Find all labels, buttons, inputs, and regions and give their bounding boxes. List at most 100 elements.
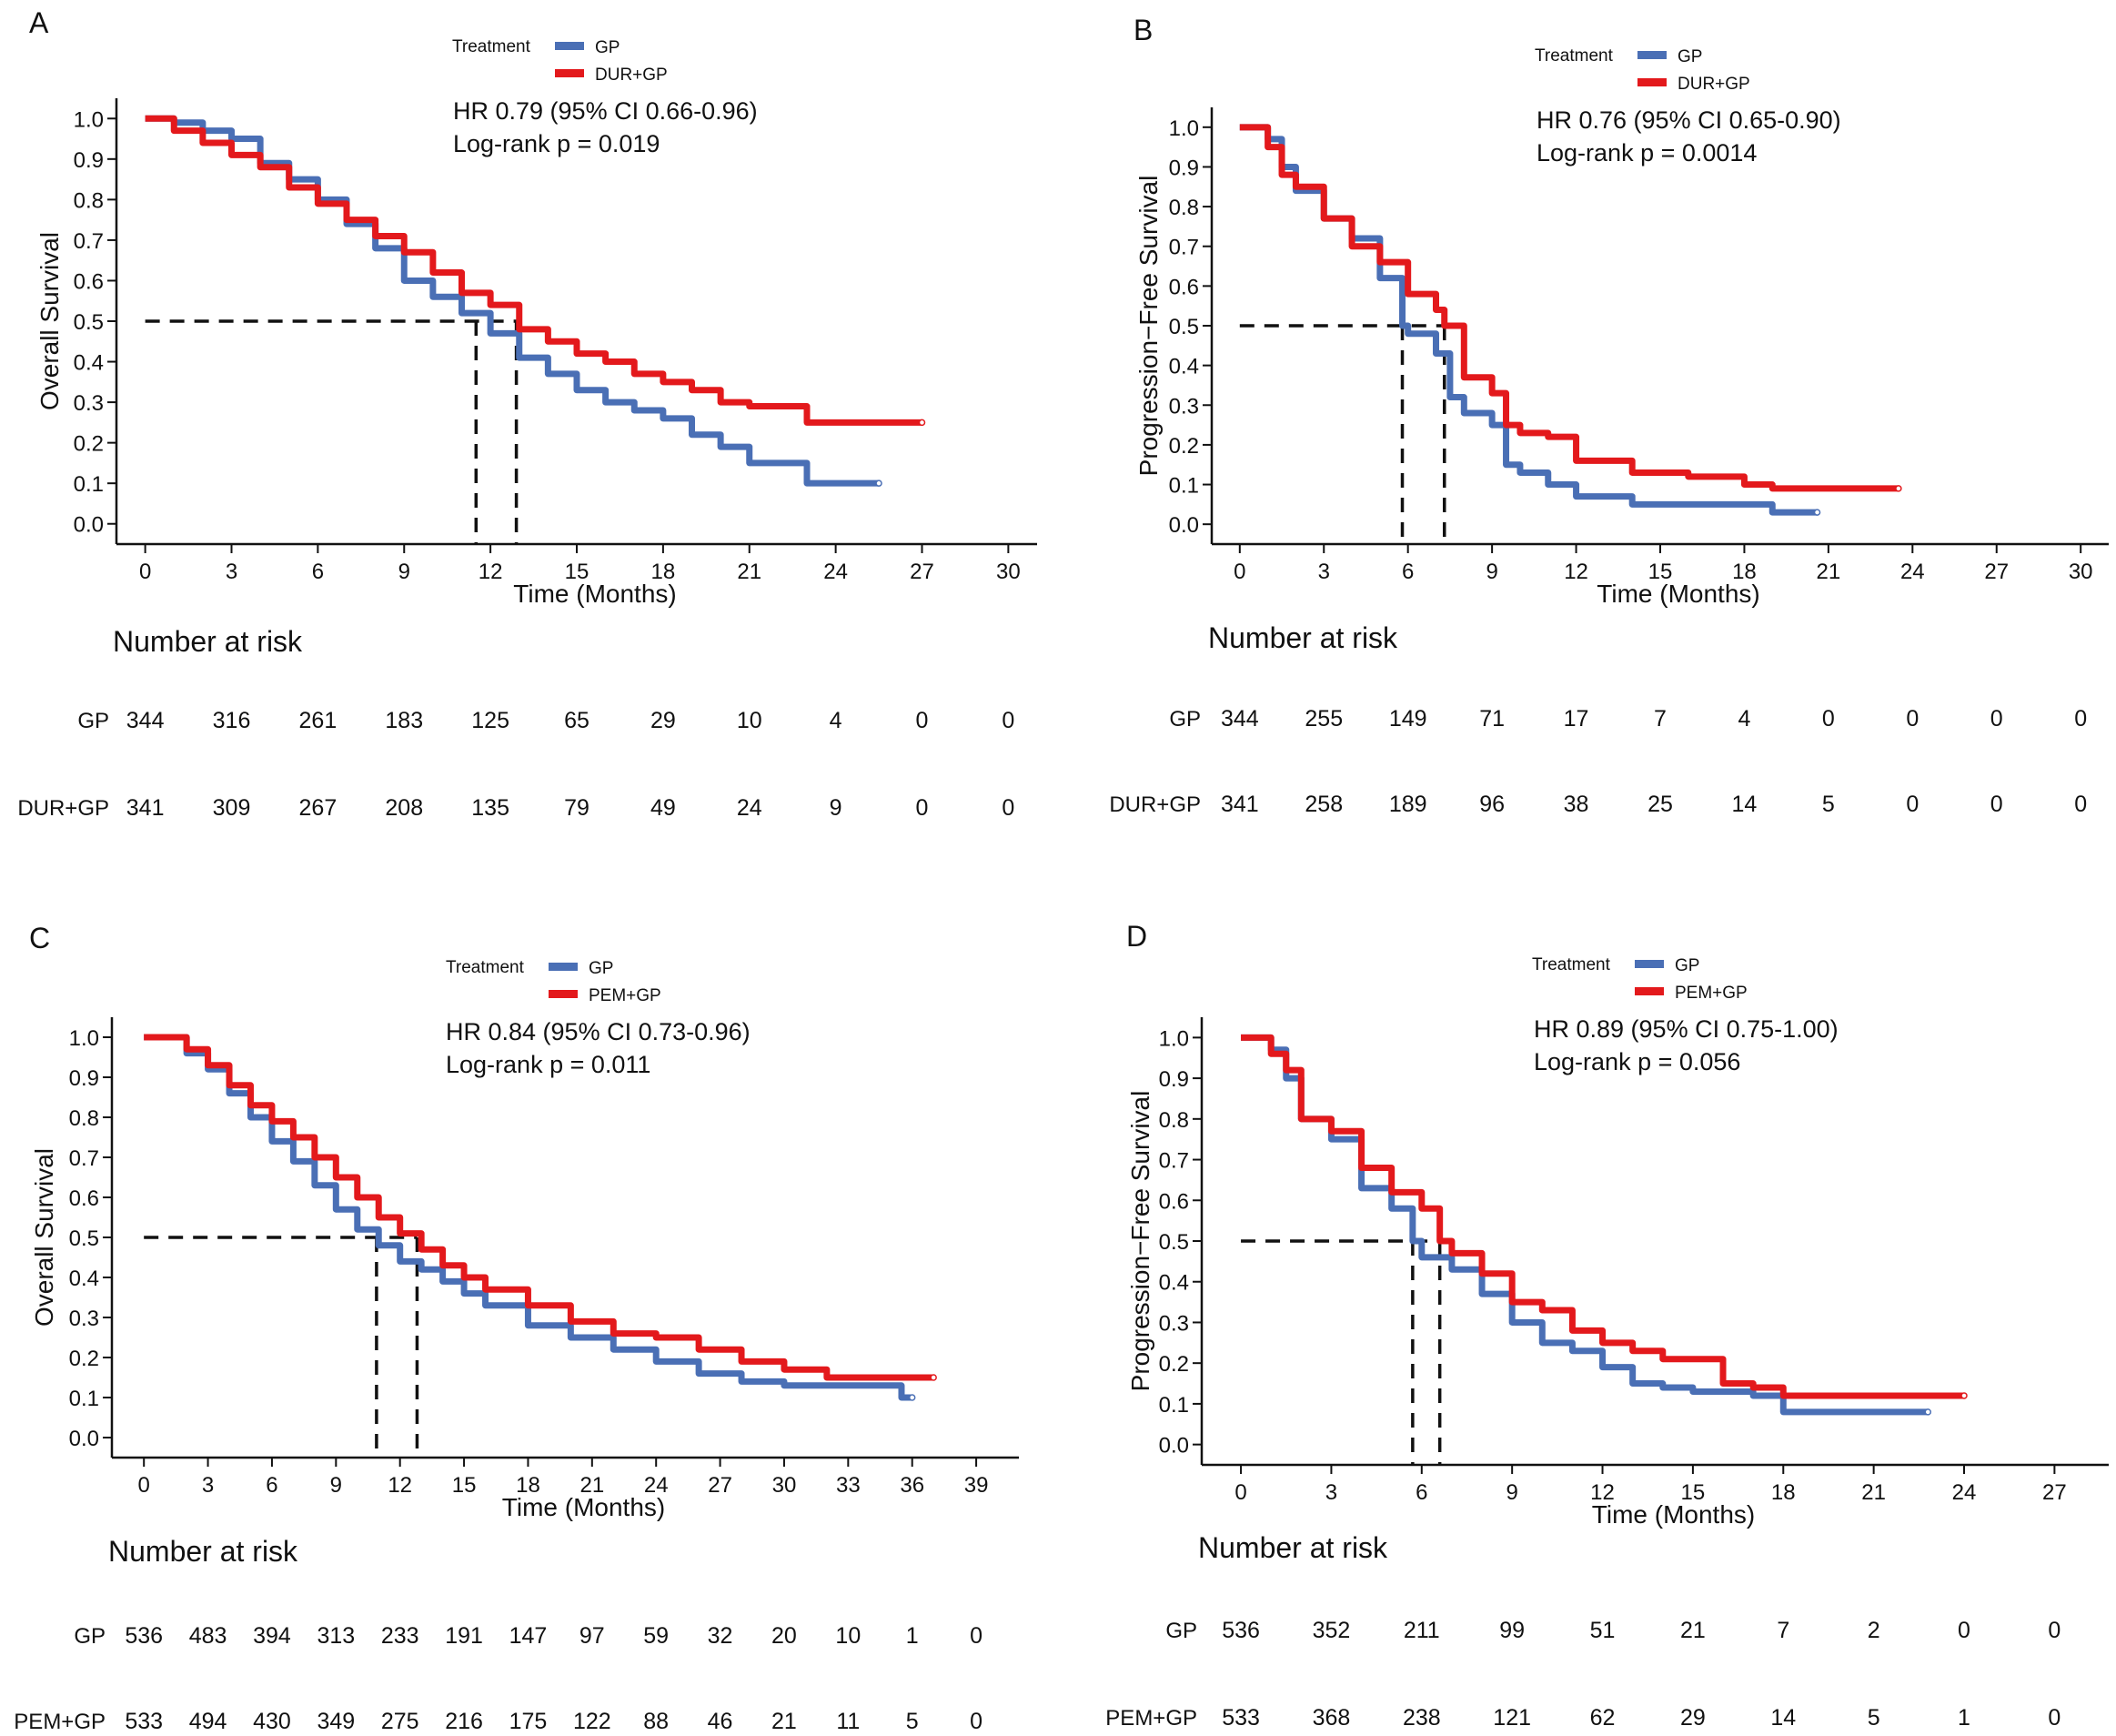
x-tick-label: 27 [708, 1473, 732, 1498]
risk-count-cell: 21 [771, 1709, 797, 1734]
x-tick-label: 15 [1648, 560, 1673, 584]
y-tick-label: 0.7 [69, 1146, 99, 1171]
logrank-p-text: Log-rank p = 0.056 [1534, 1048, 1740, 1075]
risk-count-cell: 4 [1738, 706, 1750, 732]
km-curve-gp [1241, 1034, 1929, 1416]
legend-key-gp [555, 42, 584, 50]
legend-key-gp [549, 963, 578, 971]
risk-count-cell: 65 [564, 708, 589, 733]
x-tick-label: 27 [910, 560, 934, 584]
legend-title: Treatment [1535, 46, 1614, 66]
x-axis-title: Time (Months) [502, 1493, 665, 1521]
risk-count-cell: 0 [1906, 706, 1919, 732]
x-tick-label: 24 [823, 560, 848, 584]
risk-count-cell: 59 [643, 1623, 669, 1649]
risk-count-cell: 97 [579, 1623, 605, 1649]
risk-count-cell: 313 [317, 1623, 355, 1649]
km-curve-gp [144, 1034, 912, 1401]
risk-count-cell: 430 [253, 1709, 291, 1734]
hazard-ratio-text: HR 0.89 (95% CI 0.75-1.00) [1534, 1015, 1839, 1043]
y-tick-label: 0.4 [1159, 1271, 1189, 1296]
risk-count-cell: 0 [1906, 792, 1919, 817]
y-tick-label: 0.7 [74, 229, 104, 254]
legend-key-dur-gp [555, 69, 584, 77]
legend-label: DUR+GP [1678, 75, 1750, 94]
legend-label: GP [1675, 956, 1699, 975]
y-tick-label: 0.0 [1159, 1434, 1189, 1458]
risk-row-label: DUR+GP [1109, 792, 1201, 817]
risk-row-label: PEM+GP [14, 1710, 106, 1734]
panel-letter: D [1126, 920, 1147, 953]
x-tick-label: 30 [772, 1473, 797, 1498]
risk-count-cell: 32 [708, 1623, 733, 1649]
risk-count-cell: 7 [1654, 706, 1667, 732]
risk-count-cell: 99 [1499, 1618, 1525, 1643]
y-tick-label: 0.2 [74, 432, 104, 457]
censor-mark [875, 479, 882, 487]
x-tick-label: 0 [139, 560, 151, 584]
risk-count-cell: 344 [126, 708, 165, 733]
x-tick-label: 9 [398, 560, 410, 584]
y-tick-label: 0.3 [1159, 1311, 1189, 1336]
y-tick-label: 0.9 [74, 148, 104, 173]
x-tick-label: 21 [737, 560, 761, 584]
risk-count-cell: 4 [830, 708, 842, 733]
risk-row-label: GP [1169, 707, 1201, 732]
risk-row-label: GP [1165, 1619, 1197, 1643]
risk-count-cell: 0 [1958, 1618, 1970, 1643]
x-tick-label: 36 [900, 1473, 924, 1498]
risk-count-cell: 14 [1770, 1705, 1796, 1731]
risk-count-cell: 49 [650, 795, 676, 821]
x-axis-title: Time (Months) [513, 580, 676, 608]
risk-count-cell: 25 [1647, 792, 1673, 817]
y-axis-title: Progression−Free Survival [1126, 1091, 1154, 1392]
risk-count-cell: 267 [299, 795, 338, 821]
risk-row-label: GP [74, 1624, 106, 1649]
risk-row-label: DUR+GP [17, 796, 109, 821]
km-curve-dur-gp [1239, 124, 1899, 492]
risk-count-cell: 0 [1002, 708, 1014, 733]
km-panel-a: A 0.0 0.1 0.2 0.3 0.4 0.5 0.6 0.7 0.8 0.9 1.0 0 3 6 9 12… [17, 6, 1037, 821]
x-tick-label: 15 [452, 1473, 477, 1498]
y-tick-label: 0.4 [74, 351, 104, 376]
risk-count-cell: 0 [916, 708, 929, 733]
x-tick-label: 15 [565, 560, 589, 584]
hazard-ratio-text: HR 0.79 (95% CI 0.66-0.96) [453, 97, 758, 125]
risk-count-cell: 533 [1222, 1705, 1260, 1731]
risk-count-cell: 51 [1590, 1618, 1616, 1643]
km-curve-pem-gp [1241, 1034, 1965, 1399]
risk-count-cell: 10 [737, 708, 762, 733]
risk-count-cell: 536 [125, 1623, 163, 1649]
risk-count-cell: 149 [1389, 706, 1427, 732]
risk-count-cell: 0 [1002, 795, 1014, 821]
x-axis-title: Time (Months) [1592, 1500, 1755, 1529]
risk-count-cell: 71 [1479, 706, 1505, 732]
x-tick-label: 12 [388, 1473, 412, 1498]
y-tick-label: 0.4 [1169, 355, 1199, 379]
risk-count-cell: 29 [1680, 1705, 1706, 1731]
risk-count-cell: 135 [471, 795, 509, 821]
legend-title: Treatment [446, 958, 525, 977]
legend-label: GP [595, 38, 620, 57]
y-tick-label: 1.0 [1159, 1026, 1189, 1051]
legend-key-pem-gp [549, 990, 578, 998]
risk-count-cell: 10 [835, 1623, 861, 1649]
y-tick-label: 0.9 [1159, 1067, 1189, 1092]
logrank-p-text: Log-rank p = 0.019 [453, 130, 660, 157]
x-tick-label: 39 [964, 1473, 989, 1498]
risk-count-cell: 121 [1493, 1705, 1531, 1731]
x-tick-label: 21 [1817, 560, 1841, 584]
x-tick-label: 30 [2069, 560, 2093, 584]
y-tick-label: 0.3 [69, 1307, 99, 1331]
risk-count-cell: 189 [1389, 792, 1427, 817]
risk-count-cell: 1 [906, 1623, 919, 1649]
legend-key-gp [1637, 51, 1667, 59]
risk-count-cell: 0 [2048, 1618, 2061, 1643]
y-tick-label: 0.2 [1159, 1352, 1189, 1377]
x-tick-label: 6 [1416, 1480, 1427, 1505]
risk-count-cell: 5 [1868, 1705, 1880, 1731]
risk-count-cell: 233 [381, 1623, 419, 1649]
y-tick-label: 0.6 [1159, 1189, 1189, 1214]
panel-letter: A [29, 6, 49, 39]
x-tick-label: 0 [138, 1473, 150, 1498]
